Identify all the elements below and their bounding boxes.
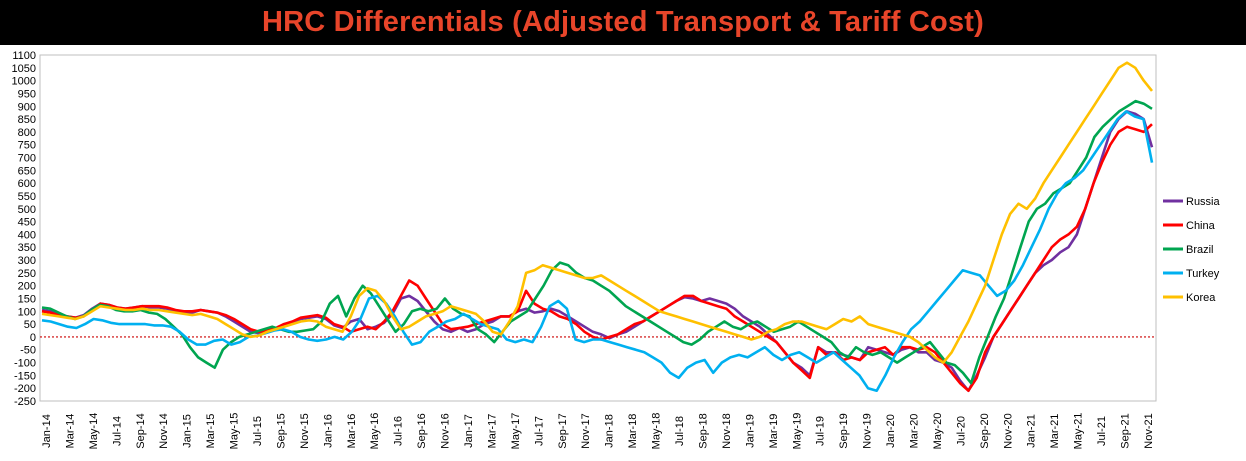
- x-tick-label: Jul-21: [1096, 416, 1108, 446]
- x-tick-label: Nov-16: [440, 413, 452, 448]
- legend-label: Turkey: [1186, 268, 1220, 280]
- series-line-china: [41, 123, 1153, 392]
- x-tick-label: Jul-15: [252, 416, 264, 446]
- legend-label: Korea: [1186, 292, 1216, 304]
- x-tick-label: Mar-18: [627, 414, 639, 449]
- y-tick-label: 50: [24, 319, 36, 331]
- x-tick-label: Jan-14: [41, 414, 53, 448]
- x-tick-label: May-15: [229, 413, 241, 450]
- y-tick-label: 100: [18, 306, 36, 318]
- plot-area: [39, 54, 1157, 402]
- y-tick-label: 900: [18, 101, 36, 113]
- x-tick-label: Mar-20: [908, 414, 920, 449]
- y-tick-label: 0: [30, 332, 36, 344]
- legend-label: Russia: [1186, 196, 1221, 208]
- legend-label: China: [1186, 220, 1216, 232]
- y-tick-label: 550: [18, 191, 36, 203]
- series-line-brazil: [41, 99, 1153, 385]
- x-tick-label: Mar-15: [205, 414, 217, 449]
- y-tick-label: 300: [18, 255, 36, 267]
- x-tick-label: Nov-21: [1143, 413, 1155, 448]
- y-tick-label: 700: [18, 153, 36, 165]
- x-tick-label: Jan-20: [885, 414, 897, 448]
- x-tick-label: Jan-18: [604, 414, 616, 448]
- y-tick-label: 450: [18, 217, 36, 229]
- title-bar: HRC Differentials (Adjusted Transport & …: [0, 0, 1246, 45]
- x-tick-label: Mar-21: [1049, 414, 1061, 449]
- y-tick-label: 250: [18, 268, 36, 280]
- x-tick-label: Jan-19: [744, 414, 756, 448]
- series-line-korea: [41, 61, 1154, 364]
- x-tick-label: Mar-19: [768, 414, 780, 449]
- y-tick-label: 1000: [12, 76, 36, 88]
- x-tick-label: May-18: [651, 413, 663, 450]
- y-tick-label: 1100: [12, 50, 36, 62]
- y-tick-label: 950: [18, 88, 36, 100]
- x-tick-label: Sep-14: [135, 413, 147, 448]
- x-tick-label: Jan-15: [182, 414, 194, 448]
- series-line-turkey: [41, 110, 1154, 392]
- y-tick-label: 600: [18, 178, 36, 190]
- x-tick-label: Mar-17: [486, 414, 498, 449]
- x-tick-label: Jul-16: [393, 416, 405, 446]
- x-tick-label: Mar-14: [64, 414, 76, 449]
- x-tick-label: Nov-19: [862, 413, 874, 448]
- x-tick-label: May-17: [510, 413, 522, 450]
- y-tick-label: 400: [18, 229, 36, 241]
- x-tick-label: Nov-20: [1002, 413, 1014, 448]
- chart-title: HRC Differentials (Adjusted Transport & …: [261, 6, 985, 38]
- x-tick-label: Jul-20: [955, 416, 967, 446]
- y-tick-label: 500: [18, 204, 36, 216]
- x-tick-label: May-21: [1073, 413, 1085, 450]
- x-tick-label: Sep-19: [838, 413, 850, 448]
- y-tick-label: -50: [20, 345, 36, 357]
- y-tick-label: 200: [18, 281, 36, 293]
- x-tick-label: Sep-21: [1119, 413, 1131, 448]
- x-tick-label: May-16: [369, 413, 381, 450]
- y-tick-label: 150: [18, 293, 36, 305]
- x-tick-label: May-14: [88, 413, 100, 450]
- y-tick-label: 1050: [12, 63, 36, 75]
- y-tick-label: 650: [18, 165, 36, 177]
- x-tick-label: Nov-17: [580, 413, 592, 448]
- x-tick-label: May-20: [932, 413, 944, 450]
- y-tick-label: -250: [14, 396, 36, 408]
- x-tick-label: Nov-14: [158, 413, 170, 448]
- x-tick-label: May-19: [791, 413, 803, 450]
- y-tick-label: -200: [14, 383, 36, 395]
- series-line-russia: [41, 110, 1154, 392]
- x-tick-label: Jan-17: [463, 414, 475, 448]
- x-tick-label: Jul-18: [674, 416, 686, 446]
- x-tick-label: Jan-21: [1026, 414, 1038, 448]
- x-tick-label: Sep-15: [275, 413, 287, 448]
- x-tick-label: Jul-14: [111, 416, 123, 446]
- x-tick-label: Nov-18: [721, 413, 733, 448]
- legend-label: Brazil: [1186, 244, 1214, 256]
- y-tick-label: 850: [18, 114, 36, 126]
- x-tick-label: Sep-18: [697, 413, 709, 448]
- x-tick-label: Jul-19: [815, 416, 827, 446]
- x-tick-label: Mar-16: [346, 414, 358, 449]
- x-tick-label: Jul-17: [533, 416, 545, 446]
- x-tick-label: Sep-17: [557, 413, 569, 448]
- x-tick-label: Sep-20: [979, 413, 991, 448]
- x-tick-label: Nov-15: [299, 413, 311, 448]
- y-tick-label: -100: [14, 358, 36, 370]
- y-tick-label: 350: [18, 242, 36, 254]
- y-tick-label: 800: [18, 127, 36, 139]
- y-tick-label: -150: [14, 370, 36, 382]
- x-tick-label: Jan-16: [322, 414, 334, 448]
- x-tick-label: Sep-16: [416, 413, 428, 448]
- y-tick-label: 750: [18, 140, 36, 152]
